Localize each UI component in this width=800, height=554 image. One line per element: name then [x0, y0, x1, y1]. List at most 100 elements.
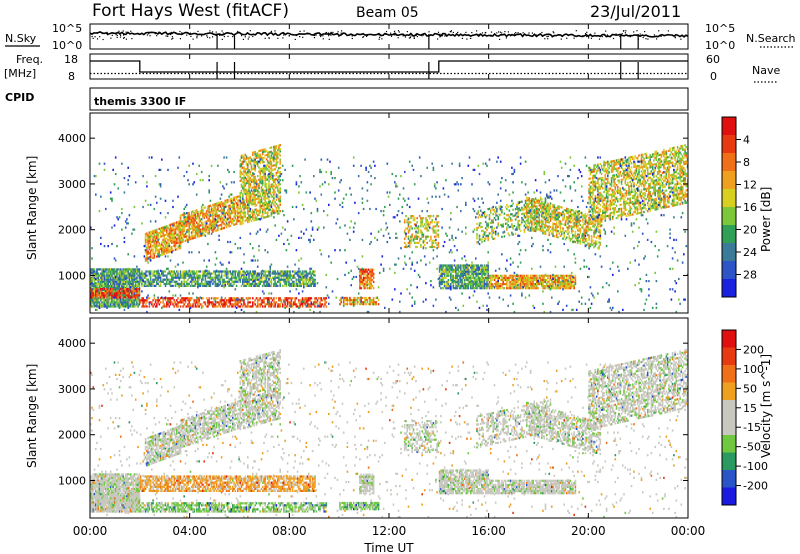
heatmap-cell: [133, 278, 136, 281]
heatmap-cell: [276, 175, 279, 178]
heatmap-cell: [271, 199, 274, 202]
heatmap-cell: [100, 296, 102, 299]
heatmap-cell: [274, 153, 276, 156]
heatmap-cell: [299, 278, 301, 281]
heatmap-cell: [273, 160, 275, 163]
heatmap-cell: [116, 303, 118, 306]
heatmap-cell: [467, 285, 470, 288]
heatmap-cell: [295, 303, 298, 306]
heatmap-cell: [116, 299, 118, 302]
heatmap-cell: [232, 203, 234, 206]
heatmap-cell: [223, 214, 225, 217]
heatmap-cell: [296, 274, 299, 277]
heatmap-cell: [139, 274, 142, 277]
heatmap-cell: [301, 303, 304, 306]
heatmap-cell: [107, 299, 109, 302]
heatmap-cell: [552, 283, 554, 286]
heatmap-cell: [97, 288, 100, 292]
heatmap-cell: [169, 297, 172, 300]
heatmap-cell: [432, 215, 435, 218]
heatmap-cell: [288, 274, 290, 277]
heatmap-cell: [168, 272, 171, 275]
heatmap-cell: [477, 274, 480, 277]
heatmap-cell: [133, 301, 136, 304]
heatmap-cell: [138, 297, 141, 300]
heatmap-cell: [483, 280, 486, 284]
heatmap-cell: [98, 301, 101, 304]
heatmap-cell: [103, 299, 106, 302]
heatmap-cell: [283, 274, 285, 277]
heatmap-cell: [151, 282, 153, 285]
heatmap-cell: [273, 180, 275, 183]
heatmap-cell: [202, 305, 204, 308]
heatmap-cell: [154, 251, 157, 255]
heatmap-cell: [92, 268, 95, 271]
heatmap-cell: [230, 218, 233, 221]
heatmap-cell: [247, 218, 249, 222]
heatmap-cell: [129, 288, 132, 292]
heatmap-cell: [123, 280, 126, 283]
heatmap-cell: [141, 282, 143, 285]
heatmap-cell: [169, 270, 172, 273]
heatmap-cell: [281, 284, 284, 287]
heatmap-cell: [273, 197, 275, 200]
heatmap-cell: [207, 284, 209, 287]
heatmap-cell: [108, 276, 111, 279]
heatmap-cell: [239, 202, 242, 205]
heatmap-cell: [182, 226, 184, 229]
heatmap-cell: [137, 297, 139, 300]
heatmap-cell: [405, 235, 407, 238]
heatmap-cell: [250, 305, 253, 308]
heatmap-cell: [254, 272, 256, 275]
heatmap-cell: [131, 295, 133, 298]
heatmap-cell: [362, 303, 365, 306]
nsearch-dot: [122, 30, 124, 32]
heatmap-cell: [169, 223, 172, 226]
heatmap-cell: [190, 221, 193, 224]
heatmap-cell: [249, 216, 252, 219]
nave-tick-low: 0: [710, 70, 717, 83]
heatmap-cell: [410, 221, 412, 224]
heatmap-cell: [253, 219, 255, 222]
heatmap-cell: [273, 147, 275, 151]
heatmap-cell: [154, 235, 157, 238]
heatmap-cell: [476, 287, 478, 290]
heatmap-cell: [265, 164, 268, 167]
heatmap-cell: [128, 276, 131, 279]
heatmap-cell: [227, 209, 229, 212]
heatmap-cell: [255, 198, 258, 201]
heatmap-cell: [96, 268, 98, 271]
nsearch-dot: [656, 38, 658, 40]
heatmap-cell: [407, 237, 410, 240]
heatmap-cell: [195, 227, 198, 230]
heatmap-cell: [163, 228, 166, 231]
heatmap-cell: [225, 211, 228, 214]
heatmap-cell: [295, 280, 298, 283]
nsky-tick-high: 10^5: [52, 22, 82, 35]
heatmap-cell: [229, 212, 232, 215]
heatmap-cell: [144, 257, 147, 260]
heatmap-cell: [132, 303, 134, 306]
nsearch-dot: [531, 32, 533, 34]
heatmap-cell: [249, 160, 252, 163]
heatmap-cell: [152, 248, 154, 251]
heatmap-cell: [132, 297, 134, 300]
heatmap-cell: [268, 272, 270, 275]
heatmap-cell: [245, 284, 248, 287]
heatmap-cell: [224, 203, 227, 207]
heatmap-cell: [195, 209, 198, 212]
nsearch-dot: [130, 30, 132, 32]
nsearch-dot: [478, 33, 480, 35]
heatmap-cell: [243, 174, 245, 177]
nsearch-dot: [106, 31, 108, 33]
heatmap-cell: [258, 178, 260, 181]
heatmap-cell: [148, 274, 151, 277]
heatmap-cell: [128, 305, 131, 308]
heatmap-cell: [204, 224, 207, 228]
heatmap-cell: [285, 274, 288, 277]
heatmap-cell: [227, 299, 229, 302]
heatmap-cell: [172, 249, 174, 252]
heatmap-cell: [98, 305, 101, 308]
nsearch-dot: [320, 35, 322, 38]
nsearch-dot: [551, 36, 553, 38]
